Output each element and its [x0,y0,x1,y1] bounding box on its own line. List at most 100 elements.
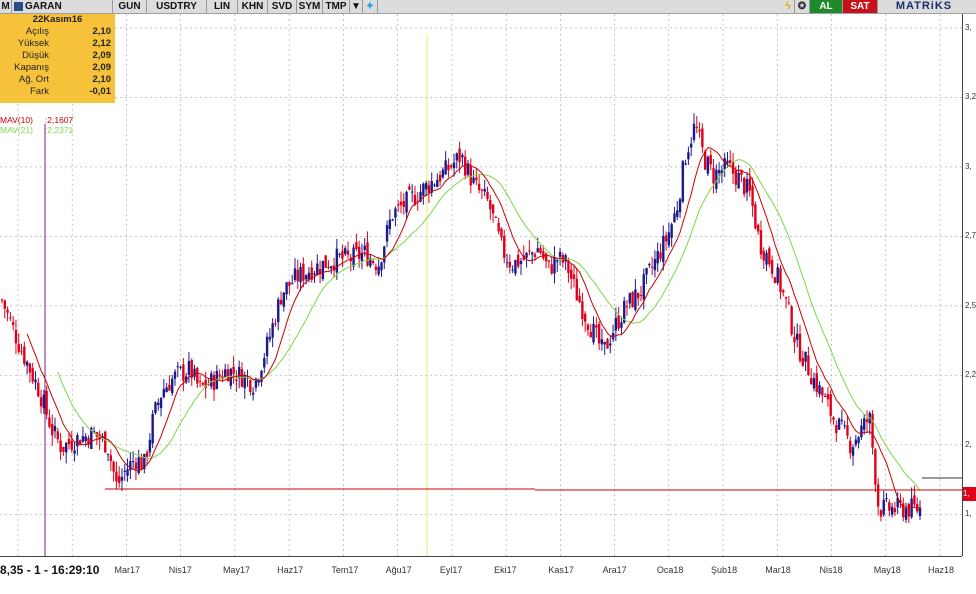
candle-body [818,385,821,395]
candle-body [45,390,48,415]
candle-body [20,351,23,353]
candle-body [508,261,512,268]
candle-body [330,266,333,269]
candle-body [355,242,358,250]
candle-body [837,418,841,430]
candle-body [645,268,648,275]
candle-body [277,299,280,323]
candle-body [402,201,405,208]
twitter-icon[interactable]: ✦ [363,0,378,13]
candle-body [444,160,447,175]
symbol-selector[interactable]: GARAN [12,0,113,13]
mav10-line [26,147,921,509]
candle-body [486,191,489,200]
candle-body [304,275,308,280]
candle-body [578,295,581,303]
candle-body [617,315,620,329]
candle-body [614,317,618,331]
price-chart[interactable] [0,14,962,556]
candle-body [611,333,615,340]
candle-body [715,169,718,189]
candle-body [327,267,330,269]
candle-body [804,351,807,362]
candle-body [243,374,246,389]
candle-body [249,380,252,392]
candle-body [346,250,350,255]
tb-button-tmp[interactable]: TMP [323,0,350,13]
date-tick-label: Kas17 [548,565,574,575]
candle-body [689,143,693,148]
candle-body [876,484,880,507]
price-axis[interactable]: 3, 3,2 3, 2,7 2,5 2,2 2, 1, 1, [962,14,976,556]
candle-body [475,177,478,181]
candle-body [695,127,698,129]
settings-icon[interactable]: ✪ [795,0,810,13]
candle-body [48,417,51,427]
candle-body [363,245,366,250]
candle-body [737,172,740,189]
candle-body [14,330,18,344]
candle-body [316,263,319,275]
candle-body [271,323,274,338]
candle-body [550,264,553,274]
candle-body [807,355,810,376]
date-tick-label: Ara17 [602,565,627,575]
ohlc-info-panel: 22Kasım16 Açılış 2,10 Yüksek 2,12 Düşük 2,0… [0,14,115,103]
date-tick-label: Nis18 [819,565,843,575]
candle-body [821,387,824,396]
candle-body [201,382,205,385]
candle-body [17,344,20,352]
candle-body [782,290,785,293]
candle-body [126,469,129,476]
candle-body [112,461,115,472]
candle-body [589,331,592,338]
candle-body [408,186,411,190]
candle-body [664,235,668,242]
candle-body [129,461,132,471]
date-axis[interactable]: a17Şub17Mar17Nis17May17Haz17Tem17Ağu17Ey… [0,556,962,594]
candle-body [410,191,414,193]
candle-body [648,264,651,266]
candle-body [299,266,302,283]
tb-button-usdtry[interactable]: USDTRY [147,0,207,13]
candle-body [251,392,255,395]
candle-body [143,453,146,470]
candle-body [709,154,712,165]
tb-button-lin[interactable]: LIN [207,0,238,13]
date-tick-label: Haz17 [277,565,304,575]
candle-body [450,165,453,168]
candle-body [53,426,57,432]
candle-body [494,216,498,218]
tb-button-svd[interactable]: SVD [268,0,297,13]
tb-button-gun[interactable]: GUN [113,0,147,13]
candle-body [151,413,154,444]
candle-body [885,498,888,500]
candle-body [874,449,877,485]
tb-button-sym[interactable]: SYM [297,0,323,13]
candle-body [182,364,185,381]
buy-button[interactable]: AL [810,0,843,13]
tb-button-khn[interactable]: KHN [238,0,268,13]
candle-body [51,423,54,436]
sell-button[interactable]: SAT [843,0,878,13]
candle-body [857,437,860,444]
candle-body [754,204,757,229]
lightning-icon[interactable]: ϟ [782,0,795,13]
menu-m-button[interactable]: M [0,0,12,13]
candle-body [184,376,188,383]
candle-body [609,343,612,346]
candle-body [399,201,403,206]
symbol-icon [14,2,23,11]
chart-toolbar: M GARAN GUN USDTRY LIN KHN SVD SYM TMP ▼… [0,0,976,14]
candle-body [907,503,911,517]
candle-body [759,230,763,255]
candle-body [168,384,171,391]
candle-body [25,361,29,366]
candle-body [433,184,436,186]
candle-body [681,161,685,202]
candle-body [377,266,380,275]
candle-body [483,188,486,192]
dropdown-arrow-icon[interactable]: ▼ [350,0,363,13]
candle-body [477,183,481,191]
candle-body [285,282,288,295]
